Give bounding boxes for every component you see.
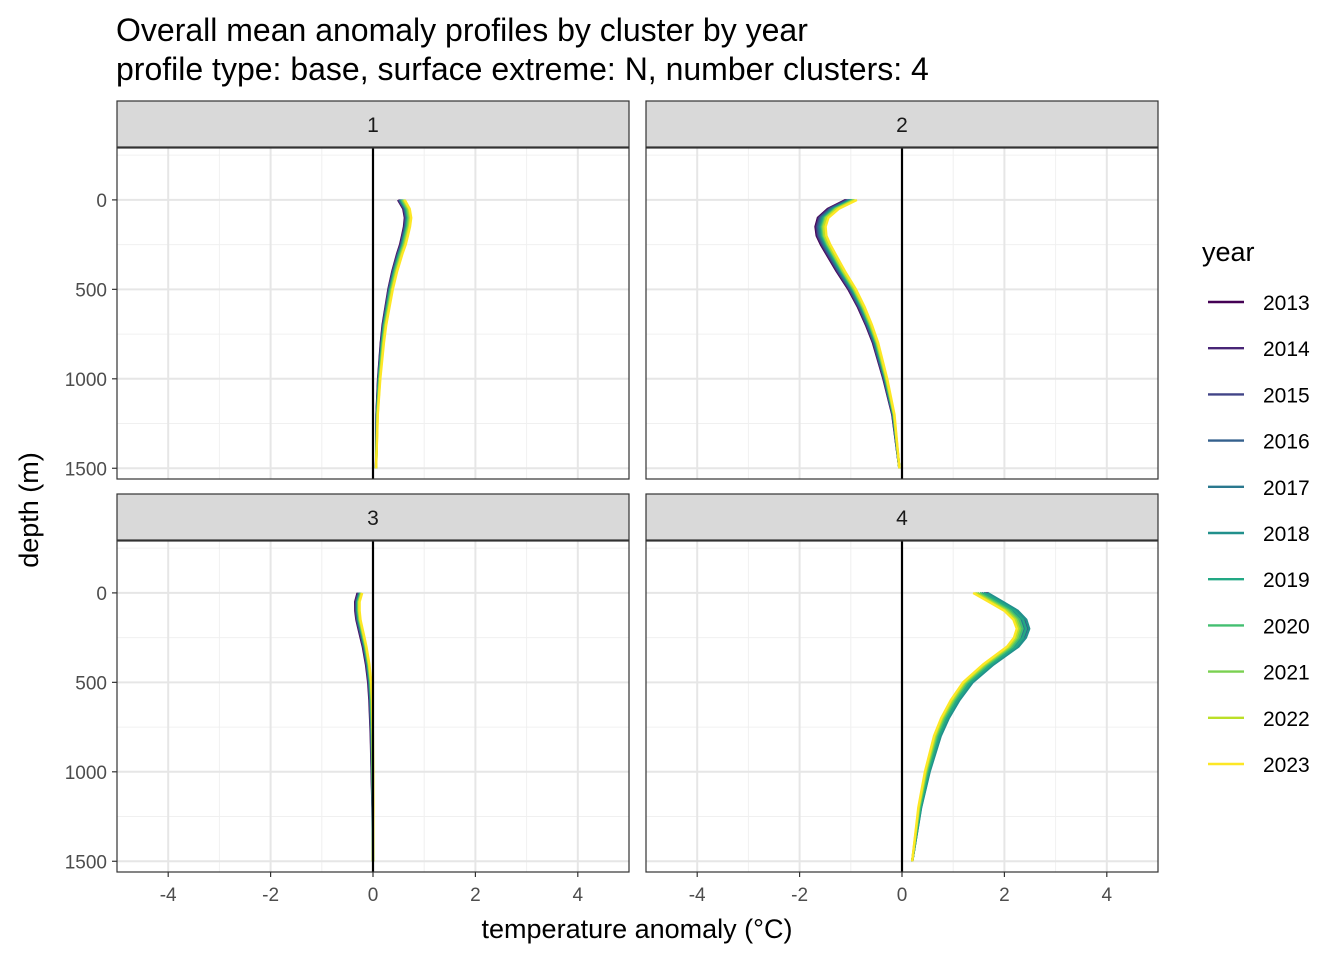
panel-border bbox=[645, 147, 1159, 480]
legend-item-2020: 2020 bbox=[1208, 615, 1310, 638]
x-axis-title: temperature anomaly (°C) bbox=[482, 914, 793, 944]
legend-item-2022: 2022 bbox=[1208, 708, 1310, 731]
series-line-2018 bbox=[911, 591, 1031, 862]
x-tick-label: 4 bbox=[573, 885, 584, 906]
legend-item-2017: 2017 bbox=[1208, 477, 1310, 500]
facet-strip-label: 1 bbox=[367, 114, 379, 137]
y-tick-label: 1000 bbox=[65, 370, 107, 391]
facet-strip bbox=[116, 493, 630, 541]
legend-label: 2020 bbox=[1263, 615, 1310, 638]
facet-strip-label: 3 bbox=[367, 507, 379, 530]
x-tick-label: 0 bbox=[897, 885, 908, 906]
facet-panel-2: 2 bbox=[645, 100, 1159, 480]
series-line-2023 bbox=[911, 591, 1018, 862]
y-axis-title: depth (m) bbox=[14, 452, 44, 568]
legend-item-2023: 2023 bbox=[1208, 754, 1310, 777]
legend-title: year bbox=[1202, 237, 1255, 267]
legend-label: 2014 bbox=[1263, 338, 1310, 361]
y-tick-label: 1500 bbox=[65, 852, 107, 873]
y-tick-label: 500 bbox=[75, 673, 107, 694]
legend-label: 2023 bbox=[1263, 754, 1310, 777]
legend-item-2013: 2013 bbox=[1208, 292, 1310, 315]
facet-strip bbox=[645, 493, 1159, 541]
legend-label: 2017 bbox=[1263, 477, 1310, 500]
legend-item-2014: 2014 bbox=[1208, 338, 1310, 361]
legend-items: 2013 2014 2015 2016 2017 2018 2019 2020 2021 2022… bbox=[1208, 292, 1310, 777]
y-tick-label: 500 bbox=[75, 280, 107, 301]
legend-item-2016: 2016 bbox=[1208, 431, 1310, 454]
y-tick-label: 0 bbox=[96, 584, 107, 605]
x-tick-label: -2 bbox=[262, 885, 279, 906]
legend-label: 2022 bbox=[1263, 708, 1310, 731]
facet-strip bbox=[116, 100, 630, 148]
legend-label: 2015 bbox=[1263, 384, 1310, 407]
legend-item-2019: 2019 bbox=[1208, 569, 1310, 592]
x-tick-label: 2 bbox=[470, 885, 481, 906]
series-line-2023 bbox=[374, 199, 413, 469]
chart-subtitle: profile type: base, surface extreme: N, … bbox=[116, 51, 929, 87]
facet-panel-1: 1 0 500 1000 1500 bbox=[65, 100, 630, 480]
x-tick-label: 0 bbox=[368, 885, 379, 906]
facet-panel-4: 4 -4 -2 0 2 4 bbox=[645, 493, 1159, 906]
facet-strip bbox=[645, 100, 1159, 148]
x-tick-label: -2 bbox=[791, 885, 808, 906]
facet-strip-label: 2 bbox=[896, 114, 908, 137]
legend-item-2018: 2018 bbox=[1208, 523, 1310, 546]
legend-label: 2018 bbox=[1263, 523, 1310, 546]
chart-title: Overall mean anomaly profiles by cluster… bbox=[116, 12, 808, 48]
facet-panel-3: 3 0 500 1000 1500 -4 -2 0 2 4 bbox=[65, 493, 630, 906]
x-tick-label: 2 bbox=[999, 885, 1010, 906]
legend: year 2013 2014 2015 2016 2017 2018 2019 2020 202… bbox=[1202, 237, 1310, 777]
legend-label: 2019 bbox=[1263, 569, 1310, 592]
panel-border bbox=[116, 147, 630, 480]
y-tick-label: 1000 bbox=[65, 763, 107, 784]
legend-item-2021: 2021 bbox=[1208, 662, 1310, 685]
facet-strip-label: 4 bbox=[896, 507, 908, 530]
facet-panels: 1 0 500 1000 1500 2 3 0 500 1000 1500 -4 -2 0 2 4 4 -4 -2 0… bbox=[65, 100, 1159, 906]
legend-label: 2013 bbox=[1263, 292, 1310, 315]
series-line-2019 bbox=[911, 591, 1028, 862]
x-tick-label: 4 bbox=[1102, 885, 1113, 906]
legend-label: 2021 bbox=[1263, 662, 1310, 685]
legend-label: 2016 bbox=[1263, 431, 1310, 454]
x-tick-label: -4 bbox=[689, 885, 706, 906]
x-tick-label: -4 bbox=[160, 885, 177, 906]
y-tick-label: 0 bbox=[96, 191, 107, 212]
legend-item-2015: 2015 bbox=[1208, 384, 1310, 407]
y-tick-label: 1500 bbox=[65, 459, 107, 480]
series-line-2023 bbox=[824, 198, 901, 469]
